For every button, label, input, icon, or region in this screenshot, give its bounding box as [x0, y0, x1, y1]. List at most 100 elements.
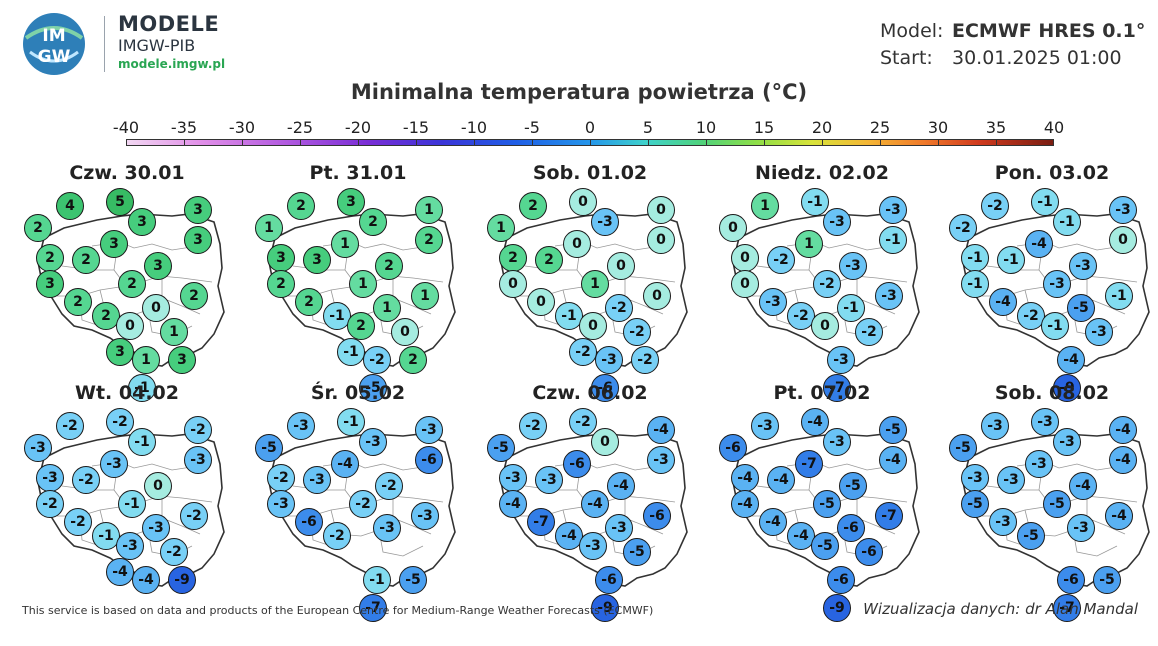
station-temperature: 2: [295, 288, 323, 316]
station-temperature: -3: [823, 428, 851, 456]
station-temperature: -3: [373, 514, 401, 542]
station-temperature: -3: [989, 508, 1017, 536]
scale-tickmark: [938, 139, 939, 146]
station-temperature: -5: [255, 434, 283, 462]
station-temperature: 2: [359, 208, 387, 236]
scale-tickmark: [648, 139, 649, 146]
scale-tickmark: [358, 139, 359, 146]
station-temperature: 0: [591, 428, 619, 456]
station-temperature: -4: [132, 566, 160, 594]
station-temperature: -2: [605, 294, 633, 322]
scale-tick-label: 15: [753, 118, 775, 137]
station-temperature: 1: [160, 318, 188, 346]
station-temperature: -3: [36, 464, 64, 492]
day-title: Pt. 07.02: [773, 382, 871, 404]
station-temperature: -2: [855, 318, 883, 346]
station-temperature: 3: [100, 230, 128, 258]
scale-tickmark: [242, 139, 243, 146]
station-temperature: -3: [267, 490, 295, 518]
start-key: Start:: [880, 47, 933, 69]
station-temperature: 3: [184, 226, 212, 254]
scale-tick-label: 25: [869, 118, 891, 137]
station-temperature: -3: [499, 464, 527, 492]
station-temperature: -2: [813, 270, 841, 298]
station-temperature: -3: [875, 282, 903, 310]
scale-tick-label: -5: [524, 118, 540, 137]
station-temperature: 0: [579, 312, 607, 340]
station-temperature: 2: [64, 288, 92, 316]
station-temperature: -2: [184, 416, 212, 444]
station-temperature: 3: [144, 252, 172, 280]
station-temperature: -1: [1105, 282, 1133, 310]
station-temperature: 2: [72, 246, 100, 274]
station-temperature: -3: [1109, 196, 1137, 224]
station-temperature: 0: [569, 188, 597, 216]
station-temperature: -3: [751, 412, 779, 440]
station-temperature: -2: [569, 338, 597, 366]
day-panel: Pon. 03.02 -2 -1 -2 -1 -3 0 -4 -1 -1 -3 -1 -3 -1 -4 -5-…: [947, 162, 1158, 402]
station-temperature: -1: [337, 408, 365, 436]
station-temperature: -3: [415, 416, 443, 444]
scale-tickmark: [880, 139, 881, 146]
station-temperature: -4: [879, 446, 907, 474]
day-panel: Wt. 04.02 -2 -2 -3 -1 -2 -3 -3 -3 -2 0 -2 -1 -2 -2 -3 -1…: [22, 382, 252, 600]
station-temperature: -1: [961, 270, 989, 298]
brand-title: MODELE: [118, 12, 220, 36]
day-panel: Niedz. 02.02 1 -1 0 -3 -3 -1 1 0 -2 -3 0 -2 -3 -3 -1 -2 0…: [717, 162, 947, 402]
station-temperature: -5: [879, 416, 907, 444]
station-temperature: -4: [331, 450, 359, 478]
station-temperature: -1: [1053, 208, 1081, 236]
station-temperature: -3: [591, 208, 619, 236]
logo-text-bottom: GW: [38, 47, 71, 67]
station-temperature: -5: [1067, 294, 1095, 322]
day-panel: Sob. 08.02 -3 -3 -5 -3 -4 -4 -3 -3 -3 -4 -5 -5 -4 -3 -3…: [947, 382, 1158, 622]
day-title: Czw. 30.01: [69, 162, 185, 184]
station-temperature: -6: [415, 446, 443, 474]
station-temperature: -6: [591, 374, 619, 402]
station-temperature: -3: [184, 446, 212, 474]
station-temperature: 2: [180, 282, 208, 310]
day-panel: Pt. 07.02 -3 -4 -6 -3 -5 -4 -7 -4 -4 -5 -4 -5 -7 -4 -6-…: [717, 382, 947, 622]
station-temperature: -4: [581, 490, 609, 518]
scale-tick-label: -25: [286, 118, 314, 137]
brand-url-link[interactable]: modele.imgw.pl: [118, 57, 226, 71]
model-value: ECMWF HRES 0.1°: [952, 20, 1146, 42]
color-scale: -40 -35 -30 -25 -20 -15 -10 -5 0 5 10 15 20 25 30 35 40: [113, 118, 1064, 148]
station-temperature: -2: [180, 502, 208, 530]
station-temperature: 2: [499, 244, 527, 272]
station-temperature: -1: [1031, 188, 1059, 216]
scale-tickmark: [474, 139, 475, 146]
station-temperature: -1: [961, 244, 989, 272]
scale-tickmark: [822, 139, 823, 146]
station-temperature: -2: [1017, 302, 1045, 330]
station-temperature: 3: [168, 346, 196, 374]
station-temperature: -3: [116, 532, 144, 560]
scale-tick-label: 30: [927, 118, 949, 137]
scale-tick-label: 20: [811, 118, 833, 137]
station-temperature: 0: [1109, 226, 1137, 254]
station-temperature: -9: [591, 594, 619, 622]
station-temperature: -5: [1017, 522, 1045, 550]
model-key: Model:: [880, 20, 944, 42]
station-temperature: 1: [411, 282, 439, 310]
day-title: Śr. 05.02: [310, 382, 406, 404]
station-temperature: -4: [787, 522, 815, 550]
station-temperature: -2: [949, 214, 977, 242]
station-temperature: 1: [795, 230, 823, 258]
scale-tick-label: 40: [1043, 118, 1065, 137]
station-temperature: -3: [303, 466, 331, 494]
station-temperature: -2: [323, 522, 351, 550]
station-temperature: -3: [759, 288, 787, 316]
station-temperature: -2: [267, 464, 295, 492]
station-temperature: -1: [337, 338, 365, 366]
station-temperature: -6: [295, 508, 323, 536]
station-temperature: -1: [128, 374, 156, 402]
station-temperature: -1: [555, 302, 583, 330]
station-temperature: -4: [607, 472, 635, 500]
station-temperature: -3: [647, 446, 675, 474]
station-temperature: -2: [64, 508, 92, 536]
station-temperature: 3: [106, 338, 134, 366]
day-title: Sob. 01.02: [532, 162, 648, 184]
station-temperature: -2: [569, 408, 597, 436]
station-temperature: -3: [142, 514, 170, 542]
